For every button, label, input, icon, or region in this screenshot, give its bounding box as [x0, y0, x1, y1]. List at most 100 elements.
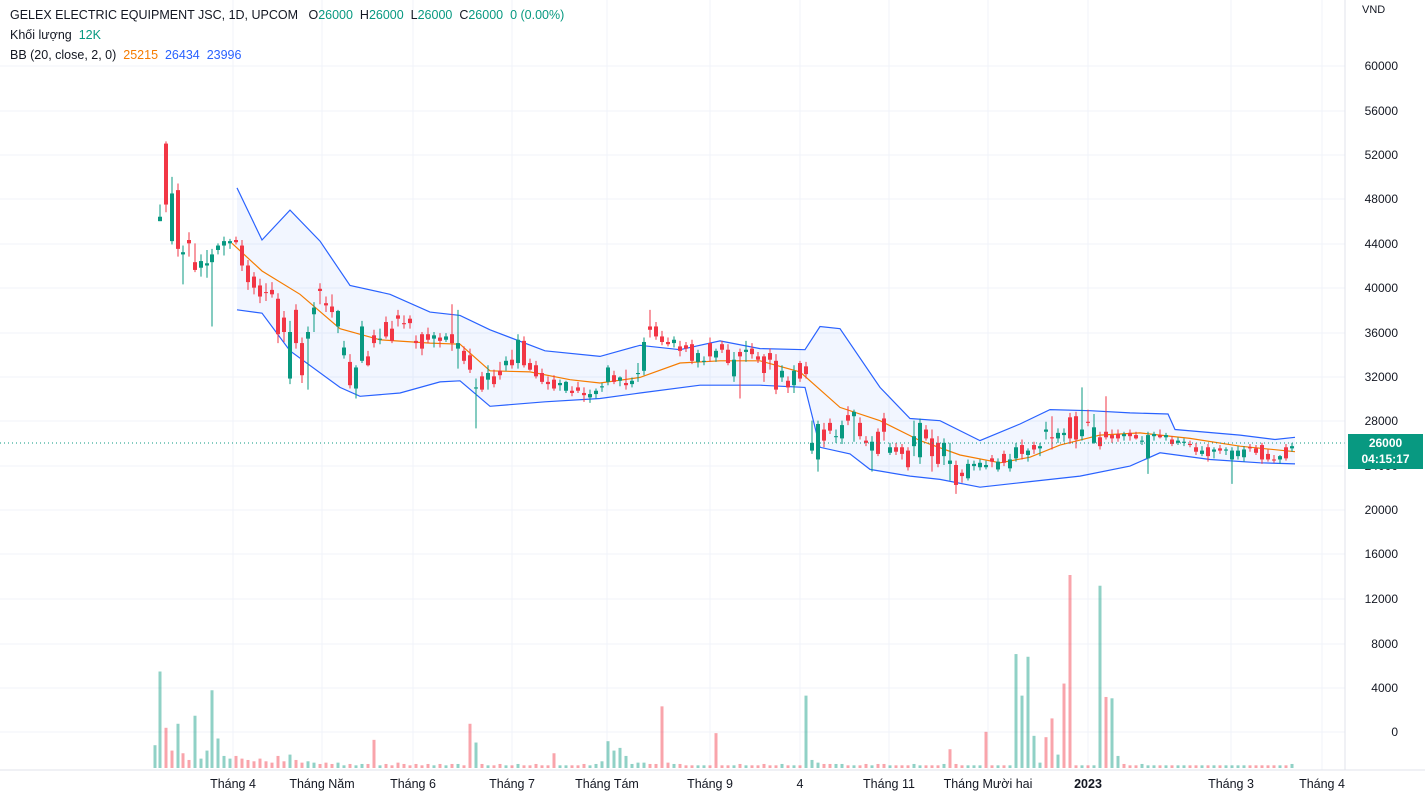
volume-bar: [330, 763, 334, 768]
candle-body: [270, 289, 274, 295]
candle-body: [474, 387, 478, 389]
volume-bar: [840, 763, 844, 768]
candle-body: [1212, 449, 1216, 452]
candle-body: [1002, 453, 1006, 463]
candle-body: [582, 392, 586, 396]
candle-body: [522, 340, 526, 366]
bb-legend[interactable]: BB (20, close, 2, 0) 25215 26434 23996: [10, 45, 564, 65]
candle-body: [504, 360, 508, 366]
candle: [954, 460, 958, 494]
candle: [176, 183, 180, 257]
candle-body: [468, 355, 472, 370]
candle: [264, 283, 268, 301]
candle-body: [672, 339, 676, 344]
volume-bar: [187, 759, 191, 768]
volume-bar: [1224, 765, 1228, 768]
candle: [1116, 429, 1120, 442]
candle: [1044, 421, 1048, 440]
candle: [594, 388, 598, 399]
candle-body: [858, 422, 862, 437]
volume-bar: [420, 765, 424, 768]
volume-bar: [714, 733, 718, 768]
candle-body: [732, 359, 736, 377]
close-value: 26000: [468, 8, 504, 22]
candle: [468, 348, 472, 374]
time-axis[interactable]: Tháng 4 Tháng Năm Tháng 6 Tháng 7 Tháng Tám T…: [210, 777, 1345, 791]
volume-bar: [876, 763, 880, 768]
bb-upper-line: [236, 187, 1296, 442]
volume-bar: [1020, 695, 1024, 768]
volume-bar: [888, 765, 892, 768]
volume-bar: [1152, 765, 1156, 768]
candle-body: [306, 332, 310, 339]
candle: [366, 350, 370, 367]
candle: [696, 349, 700, 368]
volume-bar: [348, 763, 352, 768]
candle: [270, 282, 274, 298]
candle-body: [984, 465, 988, 468]
candle: [672, 336, 676, 348]
candle: [738, 348, 742, 399]
volume-bar: [870, 765, 874, 768]
candle: [1224, 447, 1228, 456]
price-tick-label: 12000: [1365, 592, 1399, 606]
candle: [564, 380, 568, 393]
candle: [1050, 416, 1054, 450]
candle-body: [1074, 416, 1078, 440]
volume-legend[interactable]: Khối lượng 12K: [10, 25, 564, 45]
chart-legend: GELEX ELECTRIC EQUIPMENT JSC, 1D, UPCOM …: [10, 5, 564, 65]
last-price-value: 26000: [1368, 436, 1403, 450]
candle: [804, 361, 808, 379]
volume-bar: [480, 763, 484, 768]
candle: [714, 348, 718, 362]
volume-bar: [720, 765, 724, 768]
candle: [1104, 396, 1108, 440]
price-tick-label: 56000: [1365, 104, 1399, 118]
candle: [378, 328, 382, 345]
candle: [1056, 428, 1060, 443]
volume-bar: [696, 765, 700, 768]
volume-bar: [1212, 765, 1216, 768]
volume-bar: [522, 765, 526, 768]
candle-body: [408, 318, 412, 324]
candle: [408, 315, 412, 329]
candle: [390, 320, 394, 344]
candle: [402, 315, 406, 329]
volume-bar: [564, 765, 568, 768]
candle-body: [384, 322, 388, 337]
candle: [1212, 447, 1216, 459]
candle-body: [228, 241, 232, 244]
volume-bar: [1050, 718, 1054, 768]
volume-bar: [378, 765, 382, 768]
candle: [534, 360, 538, 379]
candle-body: [164, 143, 168, 205]
candle-body: [678, 346, 682, 351]
volume-bar: [282, 761, 286, 768]
price-tick-label: 52000: [1365, 148, 1399, 162]
candle-body: [738, 351, 742, 357]
volume-bar: [588, 765, 592, 768]
candle-body: [1254, 448, 1258, 453]
bb-fill: [237, 187, 1295, 488]
candle-body: [600, 386, 604, 388]
candle: [384, 316, 388, 339]
price-tick-label: 16000: [1365, 547, 1399, 561]
candle-body: [708, 343, 712, 357]
candle-body: [1230, 450, 1234, 460]
candle: [1110, 429, 1114, 443]
candle: [234, 236, 238, 245]
candle: [612, 370, 616, 385]
candle-body: [1248, 447, 1252, 449]
price-axis[interactable]: 6000056000520004800044000400003600032000…: [1365, 59, 1399, 739]
candle: [438, 333, 442, 348]
candle-body: [205, 263, 209, 266]
volume-bar: [288, 754, 292, 768]
candle-body: [918, 422, 922, 458]
candle-body: [216, 245, 220, 250]
candle-body: [900, 447, 904, 454]
candle: [486, 365, 490, 390]
open-value: 26000: [318, 8, 353, 22]
symbol-legend[interactable]: GELEX ELECTRIC EQUIPMENT JSC, 1D, UPCOM …: [10, 5, 564, 25]
volume-bar: [972, 765, 976, 768]
